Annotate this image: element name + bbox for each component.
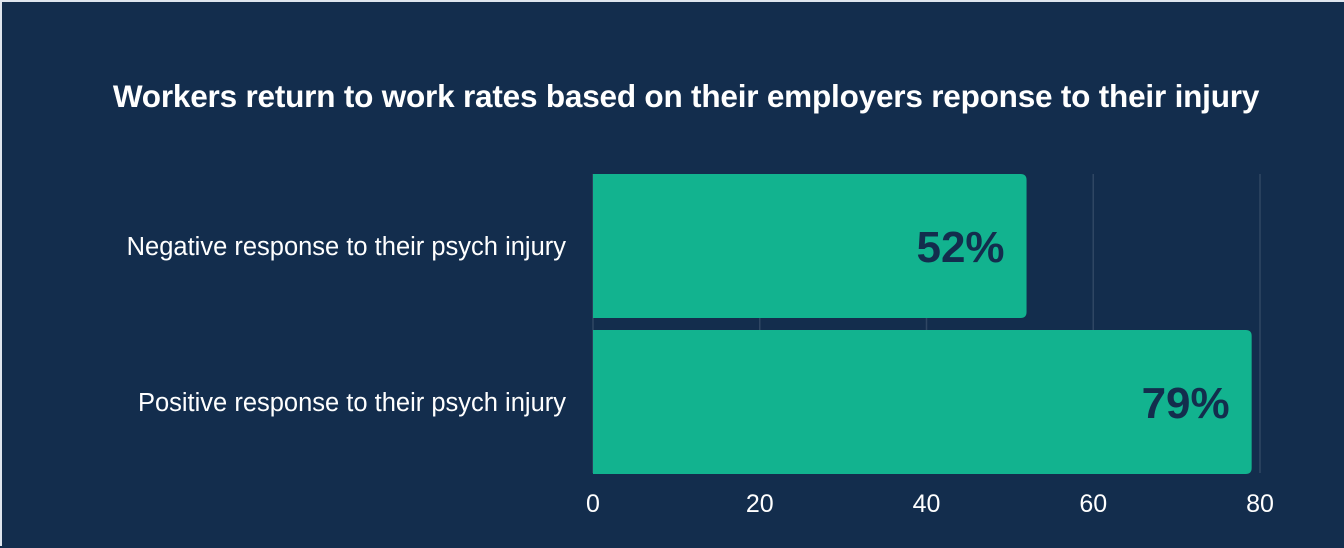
chart-title: Workers return to work rates based on th… [112,78,1260,114]
data-label: 52% [916,223,1004,272]
data-label: 79% [1142,379,1230,428]
x-tick-label: 0 [586,490,600,518]
bar[interactable] [593,174,1027,318]
x-tick-label: 80 [1246,490,1274,518]
category-label: Negative response to their psych injury [127,233,567,261]
x-tick-label: 60 [1079,490,1107,518]
category-label: Positive response to their psych injury [138,389,566,417]
bar[interactable] [593,330,1252,474]
x-tick-label: 20 [746,490,774,518]
x-tick-label: 40 [913,490,941,518]
